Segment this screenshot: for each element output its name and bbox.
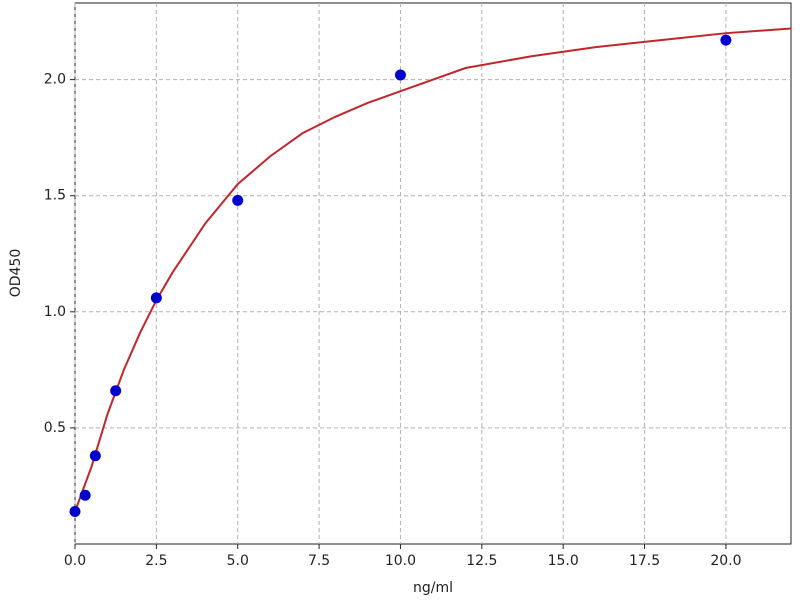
y-axis-label: OD450: [8, 249, 24, 298]
data-point: [232, 194, 244, 206]
x-tick-label: 17.5: [629, 553, 660, 569]
data-point: [89, 450, 101, 462]
data-point: [720, 34, 732, 46]
data-point: [150, 292, 162, 304]
x-tick-label: 15.0: [548, 553, 579, 569]
x-tick-label: 20.0: [710, 553, 741, 569]
y-tick-label: 2.0: [44, 72, 66, 88]
data-point: [79, 489, 91, 501]
plot-frame: [74, 2, 792, 545]
y-tick-label: 1.0: [44, 304, 66, 320]
data-point: [69, 505, 81, 517]
x-axis-label: ng/ml: [413, 580, 453, 596]
data-point: [110, 385, 122, 397]
x-tick-label: 7.5: [308, 553, 330, 569]
x-tick-label: 0.0: [64, 553, 86, 569]
x-tick-label: 12.5: [466, 553, 497, 569]
x-tick-label: 10.0: [385, 553, 416, 569]
data-point: [394, 69, 406, 81]
x-tick-label: 2.5: [145, 553, 167, 569]
fit-curve: [74, 27, 792, 512]
y-tick-label: 0.5: [44, 420, 66, 436]
x-tick-label: 5.0: [227, 553, 249, 569]
y-tick-label: 1.5: [44, 188, 66, 204]
